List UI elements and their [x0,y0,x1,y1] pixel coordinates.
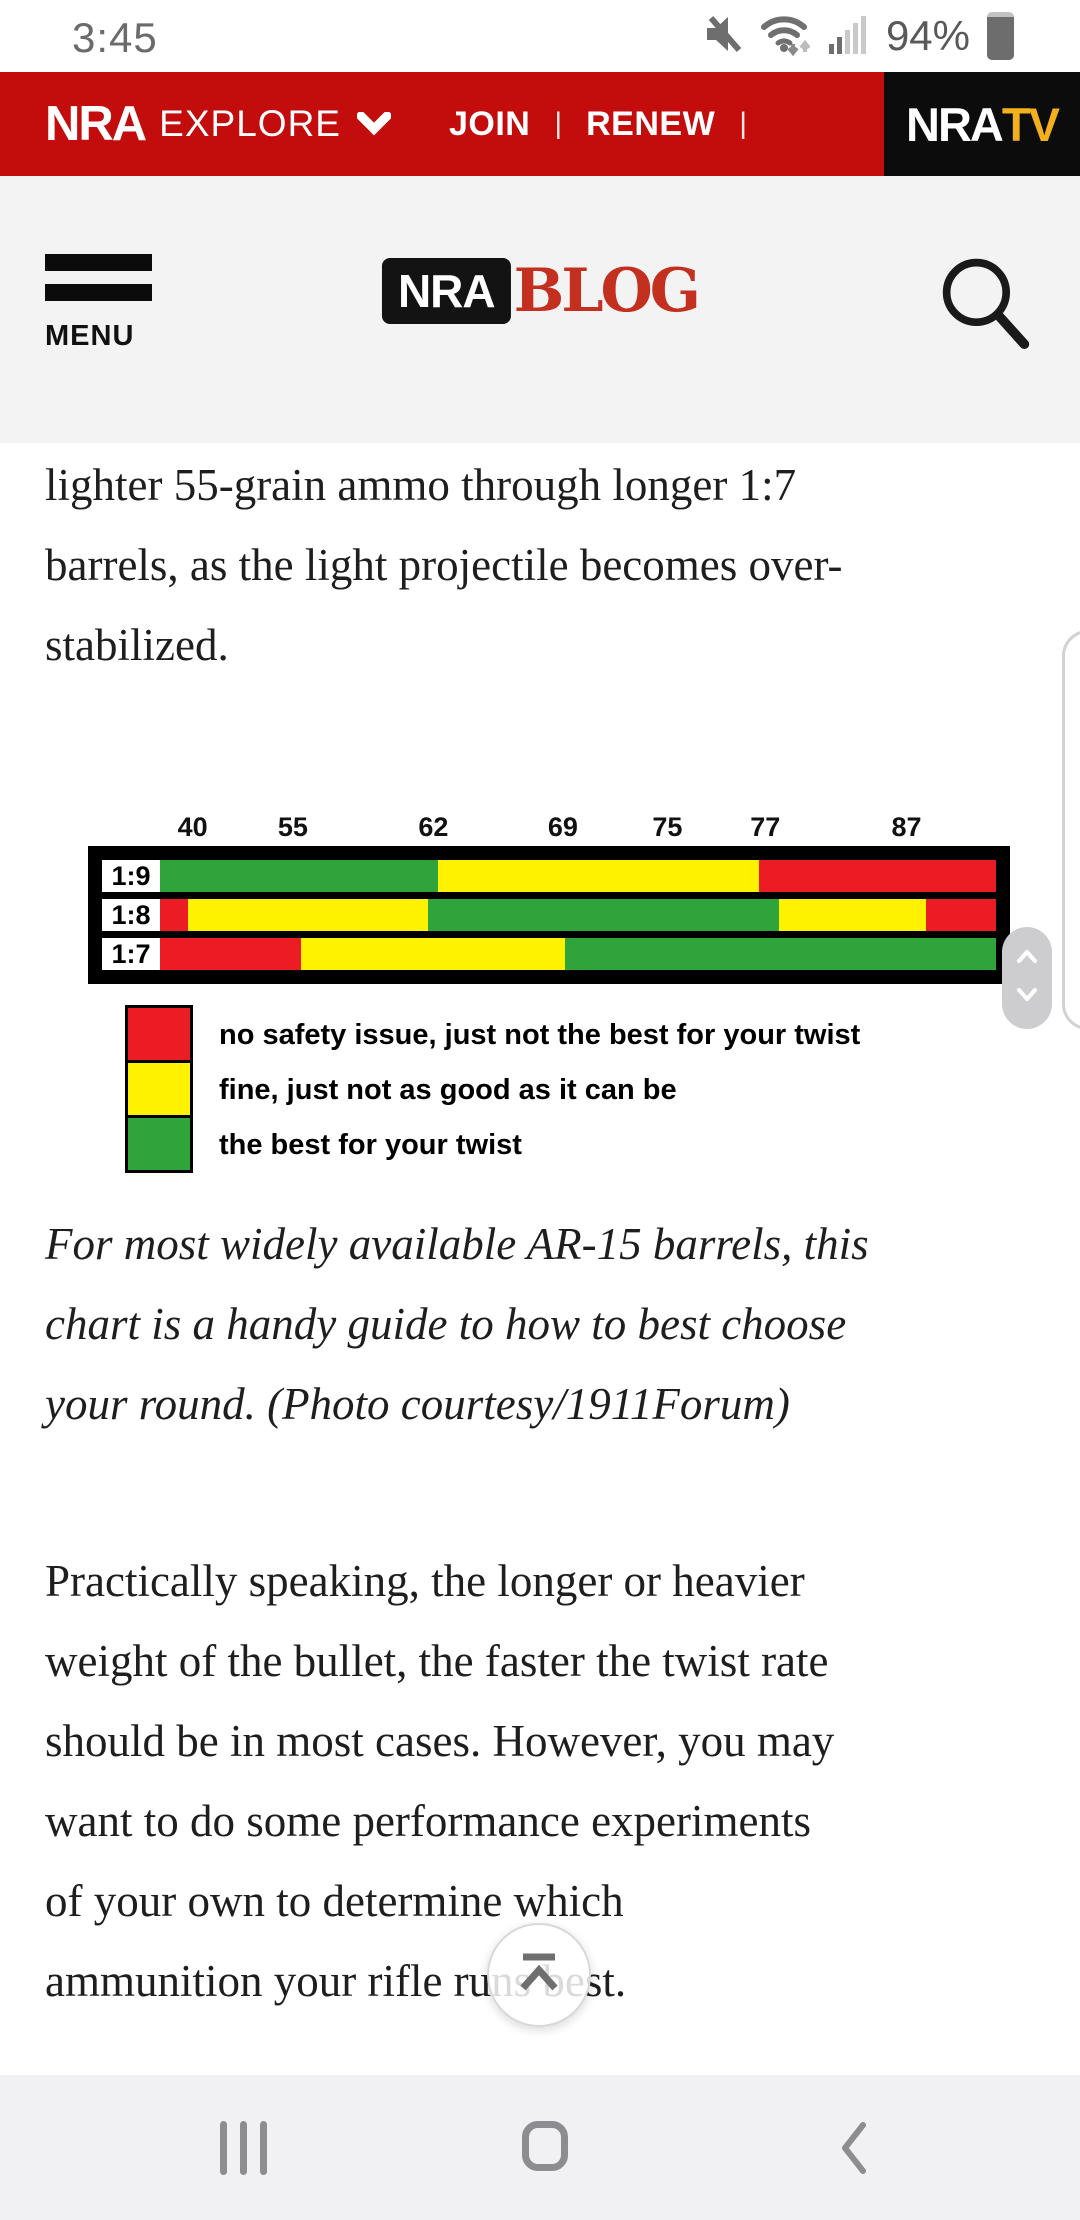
renew-link[interactable]: RENEW [586,104,716,143]
search-button[interactable] [938,254,1034,355]
status-time: 3:45 [72,14,158,61]
wifi-icon [760,12,812,61]
legend-label: the best for your twist [219,1129,522,1161]
scrollbar-track[interactable] [1062,630,1080,1030]
chart-segment-yellow [779,899,926,931]
chart-row-label: 1:8 [102,899,160,931]
battery-icon [987,12,1014,60]
chart-segment-red [160,899,188,931]
chart-segment-yellow [187,899,429,931]
status-bar: 3:45 [0,0,1080,72]
chart-tick-label: 87 [891,812,922,842]
join-link[interactable]: JOIN [448,104,531,143]
chart-segment-green [428,899,780,931]
scroll-to-top-icon [514,1951,564,2000]
image-caption: For most widely available AR-15 barrels,… [45,1219,869,1429]
top-nav: NRA EXPLORE JOIN | RENEW | NRA TV [0,72,1080,176]
explore-button[interactable]: EXPLORE [159,103,341,144]
chart-segment-red [160,938,302,970]
nra-logo[interactable]: NRA [45,97,147,151]
chart-tick-label: 55 [277,812,308,842]
chart-row: 1:8 [102,899,996,931]
chart-tick-label: 40 [177,812,208,842]
signal-icon [828,12,869,61]
chart-tick-label: 77 [750,812,781,842]
chart-ticks: 40 55 62 69 75 77 87 [88,810,1010,846]
android-nav-bar [0,2075,1080,2220]
legend-row: no safety issue, just not the best for y… [125,1005,861,1063]
chart-row-label: 1:9 [102,860,160,892]
chart-row: 1:7 [102,938,996,970]
chart-row-label: 1:7 [102,938,160,970]
article-paragraph: lighter 55-grain ammo through longer 1:7… [45,460,843,670]
chart-segment-green [565,938,996,970]
chart-segment-red [759,860,996,892]
chevron-up-icon[interactable] [1015,948,1039,969]
nratv-nra-text: NRA [906,97,1004,151]
menu-label: MENU [45,320,135,352]
nav-separator: | [739,107,747,140]
nratv-logo[interactable]: NRA TV [884,72,1080,176]
chart-legend: no safety issue, just not the best for y… [125,1005,861,1173]
legend-label: no safety issue, just not the best for y… [219,1019,861,1051]
chevron-down-icon[interactable] [1015,987,1039,1008]
battery-percent: 94% [885,12,970,59]
search-icon [938,258,1034,354]
chart-row-bar [160,899,996,931]
chart-row: 1:9 [102,860,996,892]
legend-swatch-red [125,1005,193,1063]
nratv-tv-text: TV [1001,97,1060,151]
chart-tick-label: 69 [547,812,578,842]
legend-swatch-yellow [125,1060,193,1118]
chart-rows: 1:9 1:8 1:7 [88,846,1010,984]
legend-row: the best for your twist [125,1115,860,1173]
chart-segment-yellow [437,860,760,892]
nav-separator: | [554,107,563,140]
nrablog-logo-nra-box: NRA [381,258,511,324]
chart-segment-yellow [301,938,566,970]
site-header: MENU NRA BLOG [0,176,1080,443]
menu-button[interactable]: MENU [45,254,155,353]
scroll-to-top-button[interactable] [487,1923,591,2027]
recent-apps-button[interactable] [220,2121,267,2175]
nrablog-logo-blog-text: BLOG [513,256,701,326]
back-button[interactable] [840,2121,868,2180]
legend-label: fine, just not as good as it can be [219,1074,677,1106]
status-icons: 94% [701,0,1014,72]
chart-row-bar [160,860,996,892]
chart-tick-label: 75 [652,812,683,842]
twist-rate-chart: 40 55 62 69 75 77 87 1:9 1:8 1:7 [88,810,1010,984]
chart-tick-label: 62 [418,812,449,842]
chart-segment-red [925,899,996,931]
legend-swatch-green [125,1115,193,1173]
quick-scroll-handle[interactable] [1002,927,1052,1029]
mute-icon [701,13,743,60]
hamburger-icon [45,254,155,301]
chart-row-bar [160,938,996,970]
legend-row: fine, just not as good as it can be [125,1060,860,1118]
chart-segment-green [160,860,438,892]
chevron-down-icon[interactable] [356,112,391,136]
nrablog-logo[interactable]: NRA BLOG [381,256,701,326]
home-button[interactable] [522,2121,568,2171]
